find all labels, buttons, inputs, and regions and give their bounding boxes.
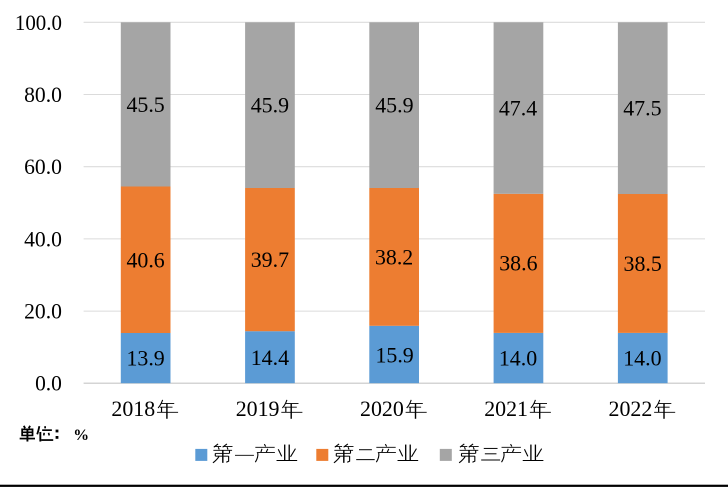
svg-text:45.9: 45.9 <box>251 93 289 118</box>
svg-text:15.9: 15.9 <box>375 343 413 368</box>
svg-text:2018: 2018 <box>111 396 155 421</box>
svg-text:14.4: 14.4 <box>251 345 289 370</box>
svg-text:38.6: 38.6 <box>499 251 537 276</box>
svg-text:47.5: 47.5 <box>623 96 661 121</box>
svg-text:%: % <box>73 427 89 444</box>
svg-text:38.5: 38.5 <box>624 251 662 276</box>
svg-text:0.0: 0.0 <box>35 371 62 396</box>
svg-text:2020: 2020 <box>360 396 404 421</box>
svg-text:45.5: 45.5 <box>126 92 164 117</box>
svg-text:45.9: 45.9 <box>375 93 413 118</box>
svg-text:60.0: 60.0 <box>24 154 62 179</box>
svg-text:38.2: 38.2 <box>375 245 413 270</box>
svg-text:13.9: 13.9 <box>126 346 164 371</box>
svg-text:100.0: 100.0 <box>15 10 62 35</box>
svg-text:20.0: 20.0 <box>24 299 62 324</box>
svg-text:39.7: 39.7 <box>251 247 289 272</box>
svg-text:80.0: 80.0 <box>24 82 62 107</box>
svg-text:2019: 2019 <box>236 396 280 421</box>
svg-text:40.6: 40.6 <box>126 247 164 272</box>
svg-text:40.0: 40.0 <box>24 226 62 251</box>
svg-text:2021: 2021 <box>484 396 528 421</box>
svg-text:14.0: 14.0 <box>623 346 661 371</box>
svg-text:47.4: 47.4 <box>499 95 537 120</box>
svg-text:14.0: 14.0 <box>499 346 537 371</box>
svg-text:2022: 2022 <box>609 396 653 421</box>
